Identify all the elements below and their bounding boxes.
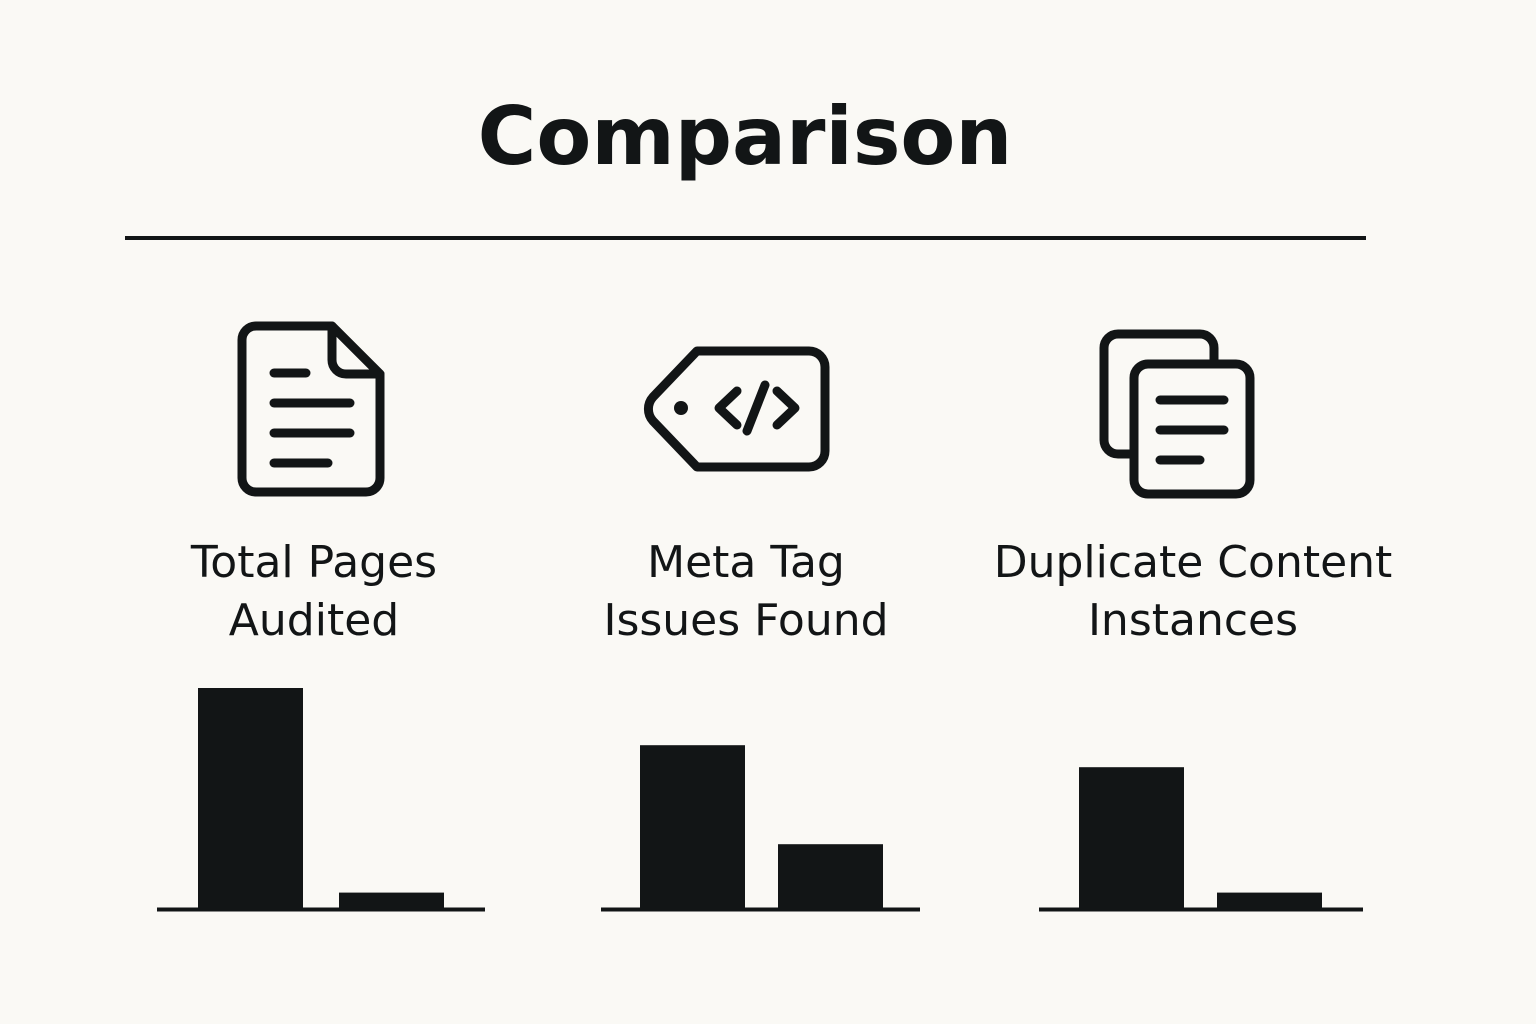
code-tag-icon xyxy=(643,346,830,472)
panel-label-line: Total Pages xyxy=(190,537,438,588)
bar-chart xyxy=(1039,767,1363,912)
bar xyxy=(198,688,303,908)
panel-label-duplicate-content: Duplicate Content Instances xyxy=(973,534,1413,650)
panel-label-line: Issues Found xyxy=(603,595,889,646)
page-title: Comparison xyxy=(477,90,1013,183)
panel-label-line: Audited xyxy=(228,595,400,646)
duplicate-documents-icon xyxy=(1099,329,1255,499)
bar xyxy=(1079,767,1184,908)
panel-label-total-pages: Total Pages Audited xyxy=(114,534,514,650)
bar xyxy=(339,892,444,908)
panel-label-line: Duplicate Content xyxy=(993,537,1393,588)
bar-chart xyxy=(157,688,485,912)
panel-label-line: Meta Tag xyxy=(647,537,845,588)
document-icon xyxy=(237,321,385,497)
panel-label-meta-tag: Meta Tag Issues Found xyxy=(546,534,946,650)
panel-label-line: Instances xyxy=(1087,595,1299,646)
title-divider xyxy=(125,236,1366,240)
bar-chart xyxy=(601,745,920,912)
bar xyxy=(1217,892,1322,908)
bar xyxy=(778,844,883,908)
bar xyxy=(640,745,745,908)
